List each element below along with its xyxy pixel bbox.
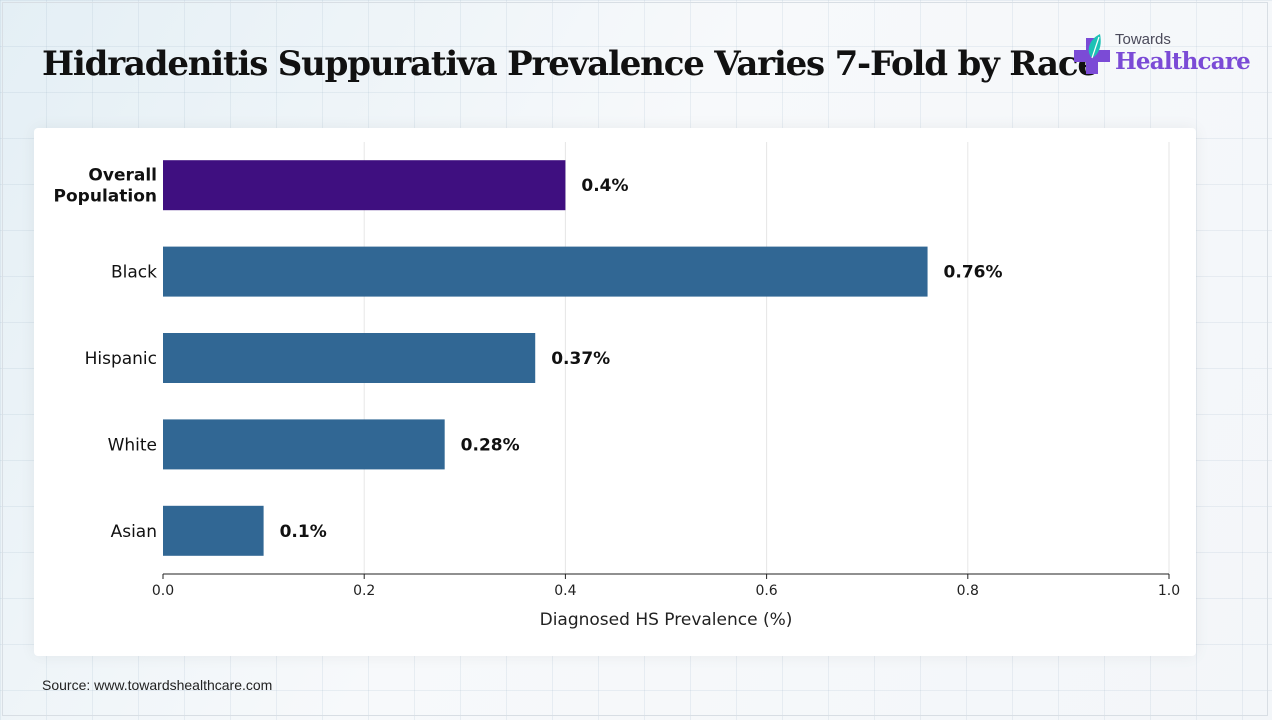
bar-value-label: 0.28%	[461, 435, 520, 455]
category-label: Overall Population	[54, 166, 157, 207]
category-label-line: White	[108, 435, 157, 455]
category-label-line: Overall	[88, 166, 157, 186]
bar-value-label: 0.4%	[581, 176, 628, 196]
chart-title: Hidradenitis Suppurativa Prevalence Vari…	[42, 44, 1099, 84]
brand-logo: Towards Healthcare	[1072, 30, 1252, 80]
bar	[163, 333, 536, 383]
x-tick-label: 0.2	[353, 583, 375, 599]
logo-top-text: Towards	[1115, 31, 1171, 48]
category-label: Black	[111, 263, 157, 283]
category-label-line: Black	[111, 263, 157, 283]
category-label-line: Hispanic	[85, 349, 157, 369]
bar-value-label: 0.1%	[280, 522, 327, 542]
bar-chart: 0.4% Overall Population 0.76% Black 0.37% Hisp…	[54, 142, 1180, 630]
logo-main-text: Healthcare	[1115, 48, 1251, 75]
category-label: White	[108, 435, 157, 455]
bar	[163, 246, 928, 297]
x-tick-label: 0.0	[152, 583, 174, 599]
x-tick-label: 0.4	[554, 583, 576, 599]
bar-value-label: 0.76%	[944, 263, 1003, 283]
bar	[163, 419, 445, 470]
x-tick-label: 0.6	[755, 583, 777, 599]
category-label: Hispanic	[85, 349, 157, 369]
chart-card: 0.4% Overall Population 0.76% Black 0.37% Hisp…	[34, 128, 1196, 656]
medical-cross-leaf-icon	[1074, 34, 1110, 74]
x-axis-title: Diagnosed HS Prevalence (%)	[540, 610, 793, 630]
category-label-line: Asian	[111, 522, 157, 542]
source-note: Source: www.towardshealthcare.com	[42, 677, 273, 693]
bar	[163, 505, 264, 556]
x-tick-label: 0.8	[957, 583, 979, 599]
bar-value-label: 0.37%	[551, 349, 610, 369]
category-label: Asian	[111, 522, 157, 542]
bar	[163, 160, 566, 211]
category-label-line: Population	[54, 187, 157, 207]
x-tick-label: 1.0	[1158, 583, 1180, 599]
